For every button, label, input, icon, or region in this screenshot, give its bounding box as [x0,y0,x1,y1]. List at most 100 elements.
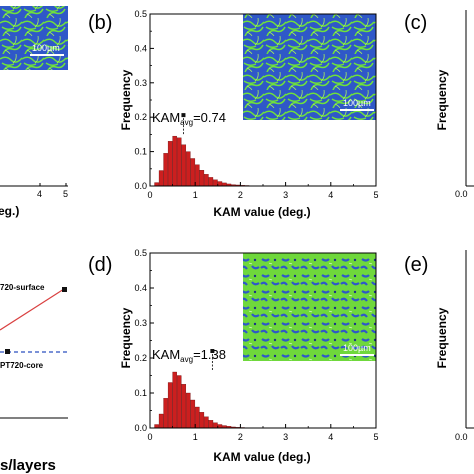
panel-b-kam-sub: avg [180,118,193,127]
panel-b-label: (b) [88,12,112,34]
panel-b-kam-annotation: KAMavg=0.74 [152,110,226,127]
left-top-scale-text: 100µm [32,43,60,53]
panel-b-bar [199,170,205,187]
core-point [5,349,10,354]
panel-d-kam-value: =1.38 [193,347,226,362]
panel-b-scale-text: 100µm [343,98,371,108]
panel-c-label: (c) [404,12,427,34]
left-bottom-partial: 720-surface PT720-core s/layers [0,283,68,474]
panel-b-bar [172,135,177,187]
panel-d-bar [167,382,173,429]
panel-b-ticks: 0 1 2 3 4 5 0.0 0.1 0.2 0.3 0.4 0.5 [134,9,378,200]
panel-d-ytick-label: 0.3 [134,318,147,328]
panel-b-ytick-label: 0.4 [134,43,147,53]
panel-d-bar [195,406,200,429]
panel-d-xtick-label: 2 [238,432,243,442]
panel-d-bar [186,392,191,429]
panel-b-xtick-label: 3 [283,190,288,200]
panel-d-scale-text: 100µm [343,343,371,353]
panel-b-bar [181,144,187,187]
panel-d-ytick-label: 0.4 [134,283,147,293]
panel-d-kam-sub: avg [180,355,193,364]
panel-d-bar [181,384,187,429]
surface-series-label: 720-surface [0,283,45,292]
panel-b-bar [204,174,209,187]
panel-e-tick: 0.0 [455,432,468,442]
panel-e-label: (e) [404,254,428,276]
panel-b-ytick-label: 0.5 [134,9,147,19]
panel-d-label: (d) [88,254,112,276]
panel-d-xtick-label: 3 [283,432,288,442]
panel-b-xtick-label: 1 [193,190,198,200]
left-top-partial: 100µm 4 5 eg.) [0,6,68,218]
panel-b-kam-value: =0.74 [193,110,226,125]
panel-e-ylabel: Frequency [435,307,449,368]
panel-d-bar [154,424,159,429]
panel-b-bar [208,177,214,187]
panel-b-xtick-label: 0 [147,190,152,200]
panel-d-bar [158,413,164,429]
panel-d-avg-marker-point [210,349,215,353]
panel-b: (b) Frequency 100µm KAMavg=0.74 0 1 2 3 4 5 0.… [88,9,379,219]
panel-b-ylabel: Frequency [119,69,133,130]
panel-d-ytick-label: 0.5 [134,248,147,258]
panel-d-ytick-label: 0.2 [134,353,147,363]
panel-b-bar [163,153,168,187]
panel-b-bar [154,182,159,187]
panel-d-ytick-label: 0.1 [134,388,147,398]
panel-d: (d) Frequency 100µm KAMavg=1.38 0 1 2 3 4 5 0.… [88,248,379,464]
panel-b-kam-map [243,14,376,120]
panel-d-kam-annotation: KAMavg=1.38 [152,347,226,364]
panel-d-kam-prefix: KAM [152,347,180,362]
panel-d-bar [176,375,182,429]
panel-d-bar [208,420,214,429]
left-top-kam-map [0,6,68,70]
panel-d-ticks: 0 1 2 3 4 5 0.0 0.1 0.2 0.3 0.4 0.5 [134,248,378,442]
surface-trend-line [0,288,65,331]
panel-b-bar [190,158,196,187]
panel-d-xtick-label: 4 [328,432,333,442]
panel-b-bar [167,141,173,187]
panel-d-xtick-label: 5 [373,432,378,442]
panel-d-ytick-label: 0.0 [134,423,147,433]
right-partials: (c) Frequency 0.0 (e) Frequency 0.0 [404,10,474,442]
panel-b-bar [176,137,182,187]
panel-d-kam-map [243,253,376,361]
panel-b-xtick-label: 2 [238,190,243,200]
panel-b-bars [149,113,254,187]
panel-d-ylabel: Frequency [119,307,133,368]
left-top-tick-4: 4 [37,189,42,199]
panel-d-xtick-label: 1 [193,432,198,442]
surface-point [62,287,67,292]
panel-b-bar [186,151,191,187]
left-top-tick-5: 5 [63,189,68,199]
panel-b-bar [158,170,164,187]
panel-b-avg-marker-point [181,113,186,118]
panel-d-bar [199,412,205,429]
panel-b-ytick-label: 0.2 [134,112,147,122]
panel-d-bar [172,371,177,429]
panel-d-xlabel: KAM value (deg.) [213,450,310,464]
core-series-label: PT720-core [0,361,44,370]
panel-b-ytick-label: 0.0 [134,181,147,191]
panel-c-ylabel: Frequency [435,69,449,130]
panel-b-bar [213,179,218,187]
left-top-xlabel: eg.) [0,204,19,218]
panel-b-xtick-label: 4 [328,190,333,200]
panel-d-bar [217,424,223,429]
panel-b-xtick-label: 5 [373,190,378,200]
left-bottom-xlabel: s/layers [0,457,56,474]
panel-d-bar [163,398,168,429]
panel-d-bar [190,399,196,429]
panel-b-xlabel: KAM value (deg.) [213,205,310,219]
panel-c-tick: 0.0 [455,189,468,199]
panel-b-ytick-label: 0.1 [134,147,147,157]
panel-b-kam-prefix: KAM [152,110,180,125]
panel-d-bar [213,422,218,429]
panel-d-xtick-label: 0 [147,432,152,442]
panel-b-bar [195,164,200,187]
panel-b-bar [217,181,223,187]
panel-b-ytick-label: 0.3 [134,78,147,88]
panel-d-bar [204,416,209,429]
